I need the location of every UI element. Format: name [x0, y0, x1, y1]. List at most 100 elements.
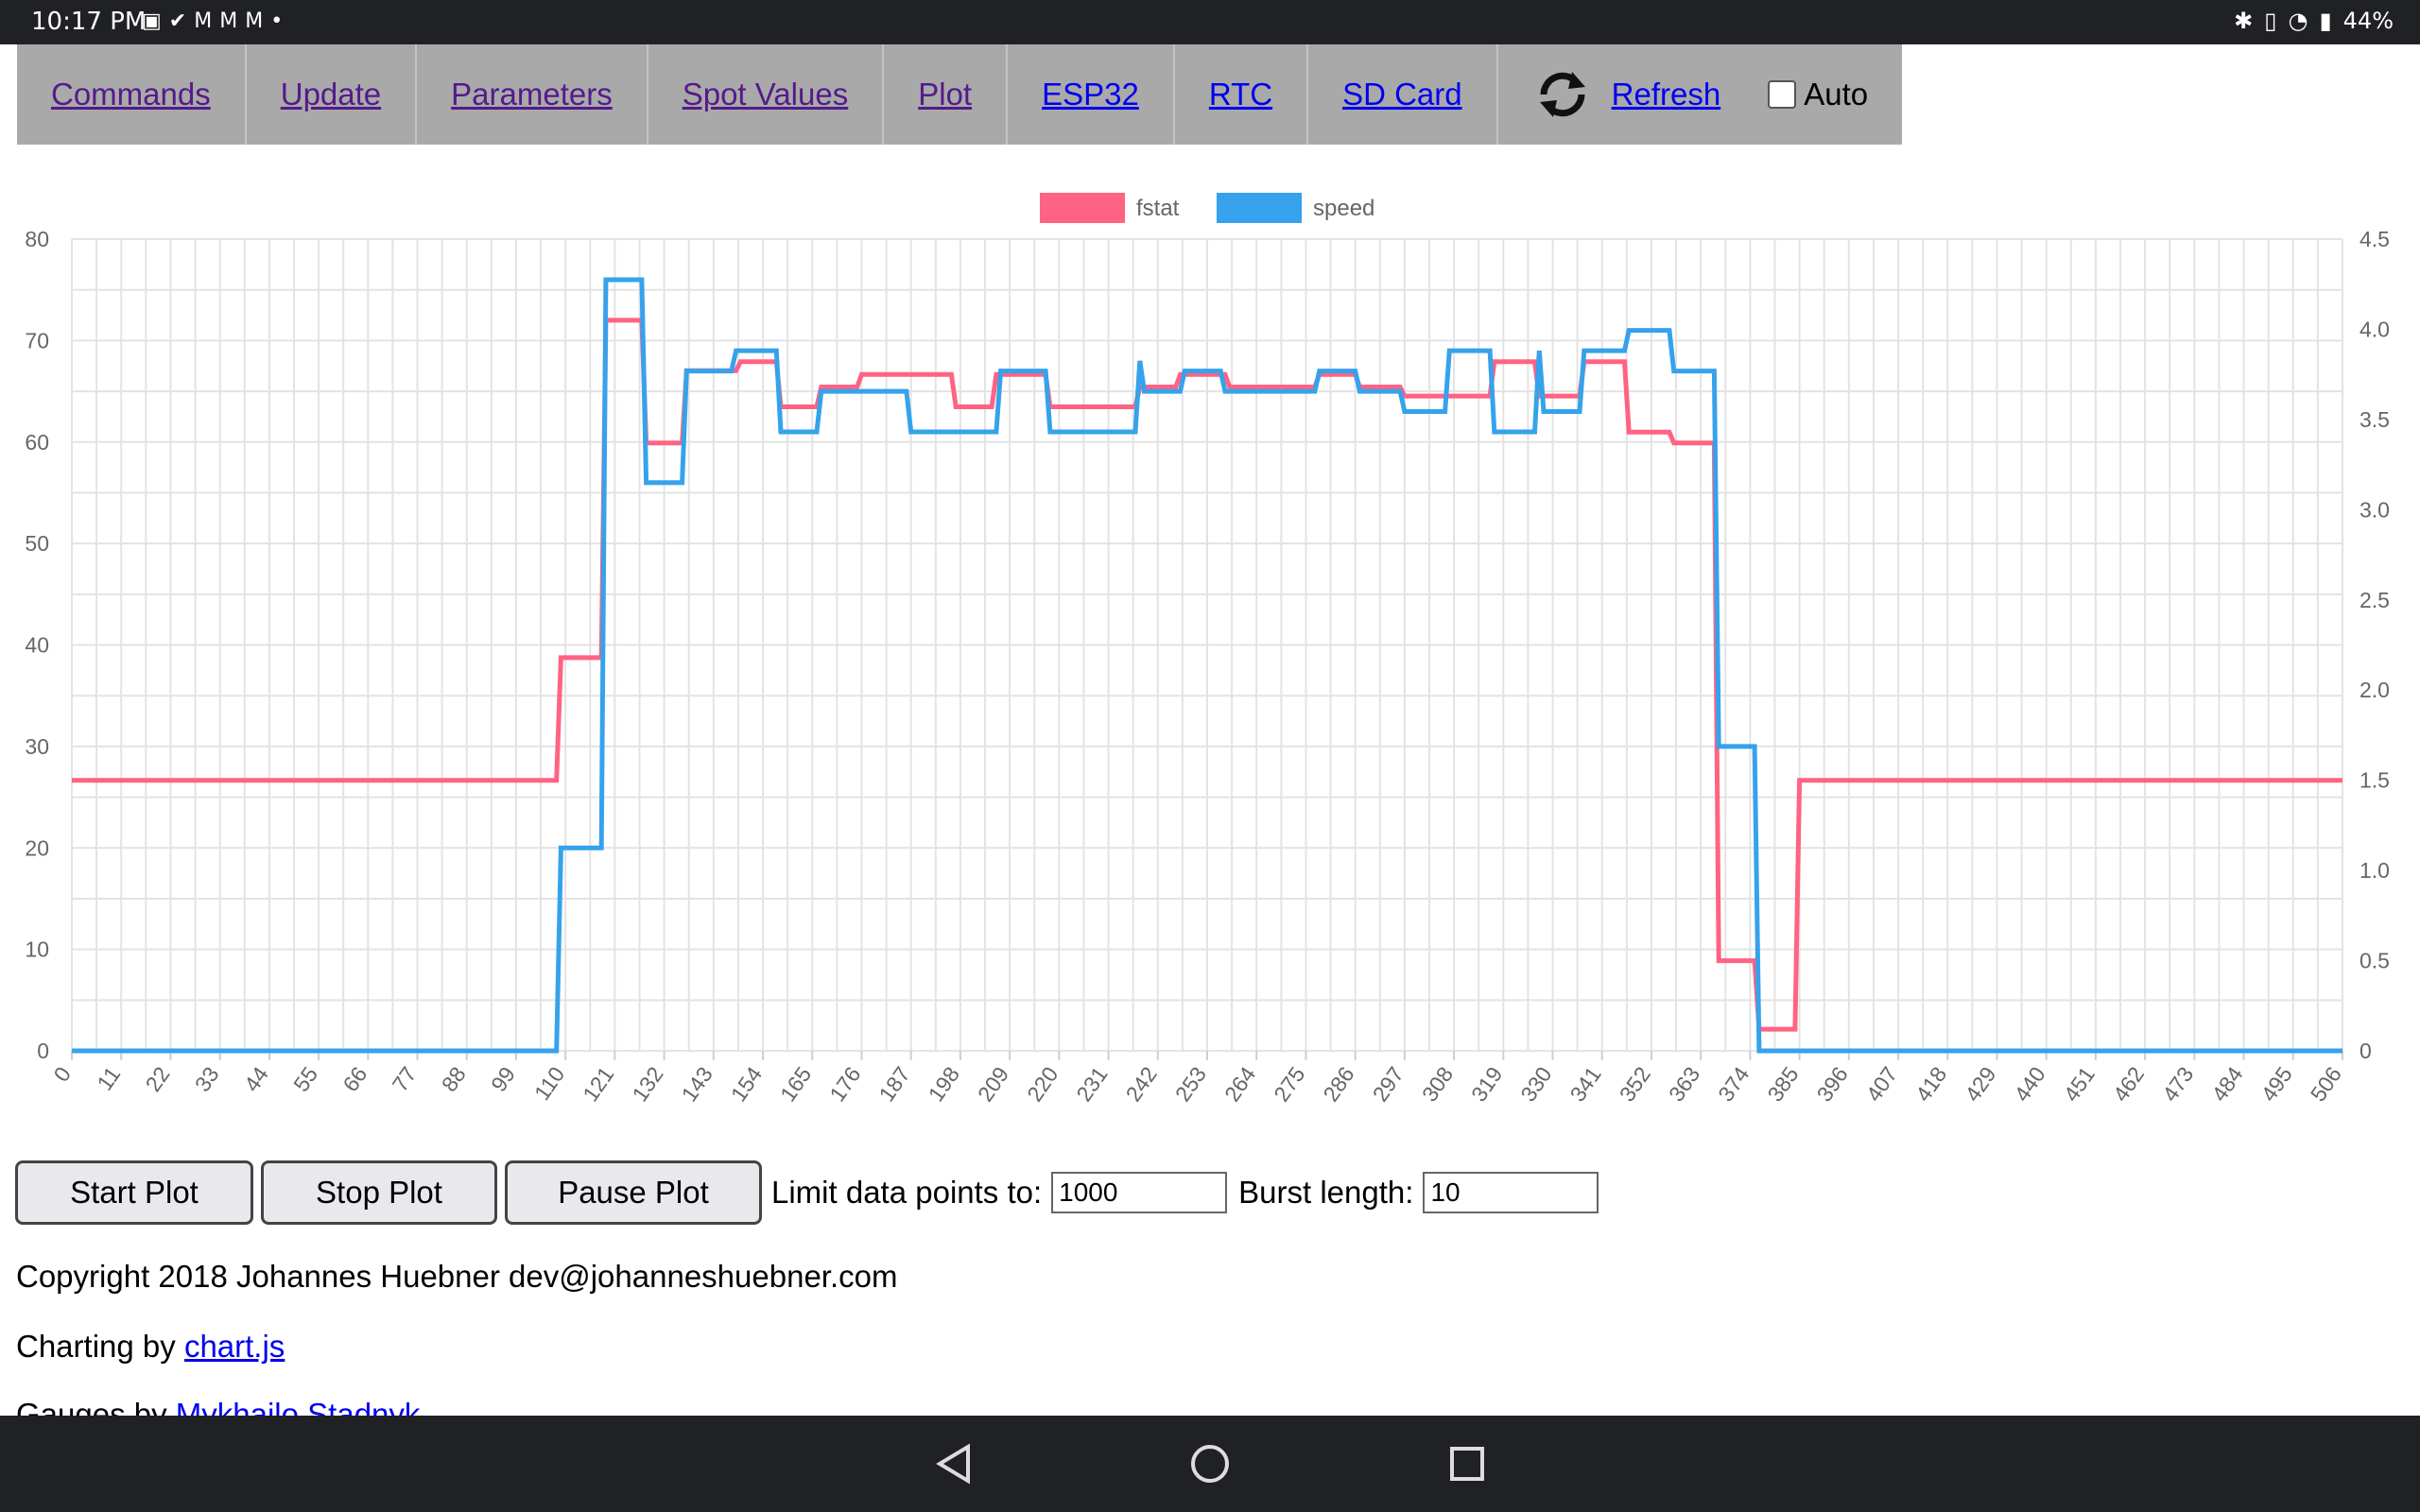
- x-tick-label: 110: [529, 1062, 569, 1105]
- burst-length-input[interactable]: [1423, 1172, 1599, 1213]
- x-tick-label: 99: [486, 1062, 520, 1096]
- burst-label: Burst length:: [1238, 1175, 1414, 1210]
- auto-label: Auto: [1804, 77, 1869, 112]
- x-tick-label: 66: [337, 1062, 372, 1096]
- nav-item-plot: Plot: [884, 44, 1009, 145]
- refresh-icon[interactable]: [1534, 66, 1591, 123]
- plot-chart: fstat speed 0 11 22 33 44 55 66 77 88 99 110 121 132 1…: [25, 193, 2390, 1107]
- nav-link-update[interactable]: Update: [280, 77, 382, 112]
- x-tick-label: 330: [1515, 1062, 1556, 1106]
- back-icon[interactable]: [936, 1443, 970, 1485]
- chartjs-link[interactable]: chart.js: [183, 1329, 285, 1364]
- y-left-tick-label: 0: [37, 1039, 49, 1063]
- x-tick-label: 176: [824, 1062, 865, 1106]
- nav-link-spot-values[interactable]: Spot Values: [682, 77, 849, 112]
- y-right-tick-label: 2.5: [2360, 588, 2390, 612]
- x-tick-label: 55: [288, 1062, 322, 1096]
- x-tick-label: 429: [1960, 1062, 2000, 1106]
- y-right-tick-label: 0: [2360, 1039, 2372, 1063]
- x-tick-label: 88: [437, 1062, 471, 1096]
- legend-label-fstat: fstat: [1136, 196, 1180, 221]
- nav-item-update: Update: [247, 44, 418, 145]
- x-tick-label: 121: [578, 1062, 618, 1106]
- y-right-tick-label: 4.5: [2360, 227, 2390, 251]
- stop-plot-button[interactable]: Stop Plot: [261, 1160, 497, 1225]
- x-tick-label: 132: [627, 1062, 667, 1106]
- gmail-icon: M: [245, 9, 264, 33]
- y-left-tick-label: 40: [25, 633, 49, 658]
- pause-plot-button[interactable]: Pause Plot: [505, 1160, 762, 1225]
- y-right-tick-label: 3.0: [2360, 497, 2390, 522]
- refresh-link[interactable]: Refresh: [1611, 77, 1721, 112]
- status-bar: 10:17 PM ▣ ✔ M M M • ✱ ▯ ◔ ▮ 44%: [0, 0, 2420, 44]
- x-tick-label: 198: [924, 1062, 964, 1106]
- x-tick-label: 462: [2108, 1062, 2149, 1106]
- y-left-tick-label: 30: [25, 734, 49, 759]
- x-tick-label: 297: [1368, 1062, 1409, 1106]
- x-tick-label: 242: [1121, 1062, 1162, 1106]
- y-right-tick-label: 4.0: [2360, 317, 2390, 341]
- nav-item-sd-card: SD Card: [1308, 44, 1498, 145]
- x-tick-label: 11: [92, 1062, 125, 1094]
- x-tick-label: 33: [190, 1062, 224, 1096]
- nav-item-commands: Commands: [17, 44, 247, 145]
- chart-series: [72, 277, 2342, 1054]
- recents-icon[interactable]: [1450, 1447, 1484, 1481]
- limit-data-points-input[interactable]: [1051, 1172, 1228, 1213]
- y-right-tick-label: 1.0: [2360, 858, 2390, 883]
- x-tick-label: 77: [388, 1062, 422, 1096]
- x-tick-label: 407: [1861, 1062, 1902, 1106]
- x-tick-label: 418: [1910, 1062, 1951, 1106]
- y-right-tick-label: 2.0: [2360, 678, 2390, 702]
- x-tick-label: 231: [1071, 1062, 1112, 1106]
- legend-swatch-fstat: [1040, 193, 1125, 223]
- legend-swatch-speed: [1217, 193, 1302, 223]
- x-tick-label: 341: [1565, 1062, 1606, 1106]
- nav-link-rtc[interactable]: RTC: [1208, 77, 1273, 112]
- x-tick-label: 319: [1466, 1062, 1507, 1106]
- x-tick-label: 352: [1615, 1062, 1655, 1106]
- x-tick-label: 451: [2059, 1062, 2100, 1106]
- vibrate-icon: ▯: [2264, 8, 2277, 34]
- x-tick-label: 506: [2306, 1062, 2346, 1106]
- nav-link-commands[interactable]: Commands: [51, 77, 211, 112]
- x-tick-label: 495: [2256, 1062, 2297, 1106]
- nav-item-parameters: Parameters: [417, 44, 648, 145]
- y-right-tick-label: 3.5: [2360, 407, 2390, 432]
- home-icon[interactable]: [1191, 1445, 1229, 1483]
- image-icon: ▣: [142, 9, 162, 33]
- chart-legend: fstat speed: [1040, 193, 1374, 223]
- refresh-group: Refresh Auto: [1498, 44, 1902, 145]
- charting-credit: Charting by chart.js: [16, 1329, 285, 1365]
- x-tick-label: 363: [1664, 1062, 1704, 1106]
- wifi-icon: ◔: [2288, 8, 2308, 34]
- x-tick-label: 473: [2157, 1062, 2198, 1106]
- nav-item-spot-values: Spot Values: [648, 44, 885, 145]
- battery-icon: ▮: [2319, 8, 2332, 34]
- x-tick-label: 484: [2206, 1062, 2247, 1107]
- chart-grid: [71, 238, 2343, 1052]
- nav-link-plot[interactable]: Plot: [918, 77, 973, 112]
- nav-menu: Commands Update Parameters Spot Values P…: [17, 44, 1903, 145]
- x-tick-label: 220: [1022, 1062, 1063, 1106]
- nav-link-sd-card[interactable]: SD Card: [1342, 77, 1462, 112]
- nav-link-esp32[interactable]: ESP32: [1042, 77, 1139, 112]
- y-right-tick-label: 0.5: [2360, 949, 2390, 973]
- status-time: 10:17 PM: [31, 8, 147, 36]
- check-circle-icon: ✔: [168, 9, 187, 33]
- notification-icons: ▣ ✔ M M M •: [142, 9, 283, 34]
- y-right-tick-label: 1.5: [2360, 768, 2390, 793]
- system-icons: ✱ ▯ ◔ ▮ 44%: [2234, 8, 2394, 34]
- x-tick-label: 143: [677, 1062, 717, 1106]
- x-tick-label: 187: [873, 1062, 914, 1106]
- x-tick-label: 264: [1219, 1062, 1260, 1107]
- x-tick-label: 0: [48, 1062, 76, 1086]
- start-plot-button[interactable]: Start Plot: [15, 1160, 253, 1225]
- legend-label-speed: speed: [1313, 196, 1374, 221]
- nav-link-parameters[interactable]: Parameters: [451, 77, 613, 112]
- auto-toggle: Auto: [1768, 77, 1868, 112]
- x-tick-label: 385: [1762, 1062, 1803, 1106]
- series-line-speed: [72, 277, 2342, 1054]
- x-tick-label: 209: [973, 1062, 1013, 1106]
- auto-checkbox[interactable]: [1768, 80, 1797, 109]
